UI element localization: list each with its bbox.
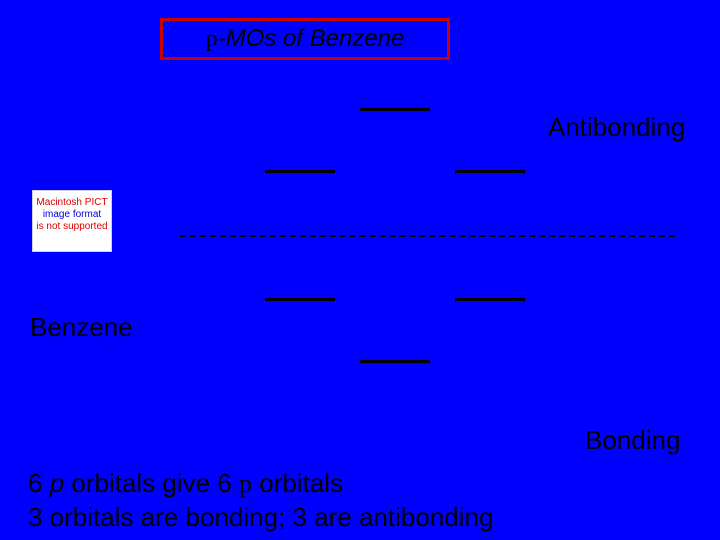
footer-1-pi: p bbox=[239, 469, 252, 498]
footer-1a: 6 bbox=[28, 468, 50, 498]
footer-line-1: 6 p orbitals give 6 p orbitals bbox=[28, 468, 343, 499]
footer-1-p: p bbox=[50, 468, 64, 498]
footer-1b: orbitals give 6 bbox=[64, 468, 239, 498]
level-anti-left bbox=[265, 170, 335, 173]
pict-line3: is not supported bbox=[33, 221, 111, 233]
footer-line-2: 3 orbitals are bonding; 3 are antibondin… bbox=[28, 502, 493, 533]
pict-line1: Macintosh PICT bbox=[33, 197, 111, 209]
level-bond-left bbox=[265, 298, 335, 301]
level-anti-right bbox=[455, 170, 525, 173]
antibonding-label: Antibonding bbox=[548, 112, 685, 143]
nonbonding-divider bbox=[180, 235, 675, 237]
title-text: p-MOs of Benzene bbox=[206, 25, 405, 52]
level-bond-bottom bbox=[360, 360, 430, 363]
title-rest: -MOs of Benzene bbox=[218, 25, 405, 52]
benzene-label: Benzene bbox=[30, 312, 133, 343]
level-bond-right bbox=[455, 298, 525, 301]
pict-placeholder: Macintosh PICT image format is not suppo… bbox=[32, 190, 112, 252]
bonding-label: Bonding bbox=[585, 425, 680, 456]
level-anti-top bbox=[360, 108, 430, 111]
title-box: p-MOs of Benzene bbox=[160, 18, 450, 60]
pi-symbol: p bbox=[206, 26, 218, 52]
footer-1c: orbitals bbox=[252, 468, 343, 498]
pict-line2: image format bbox=[33, 209, 111, 221]
